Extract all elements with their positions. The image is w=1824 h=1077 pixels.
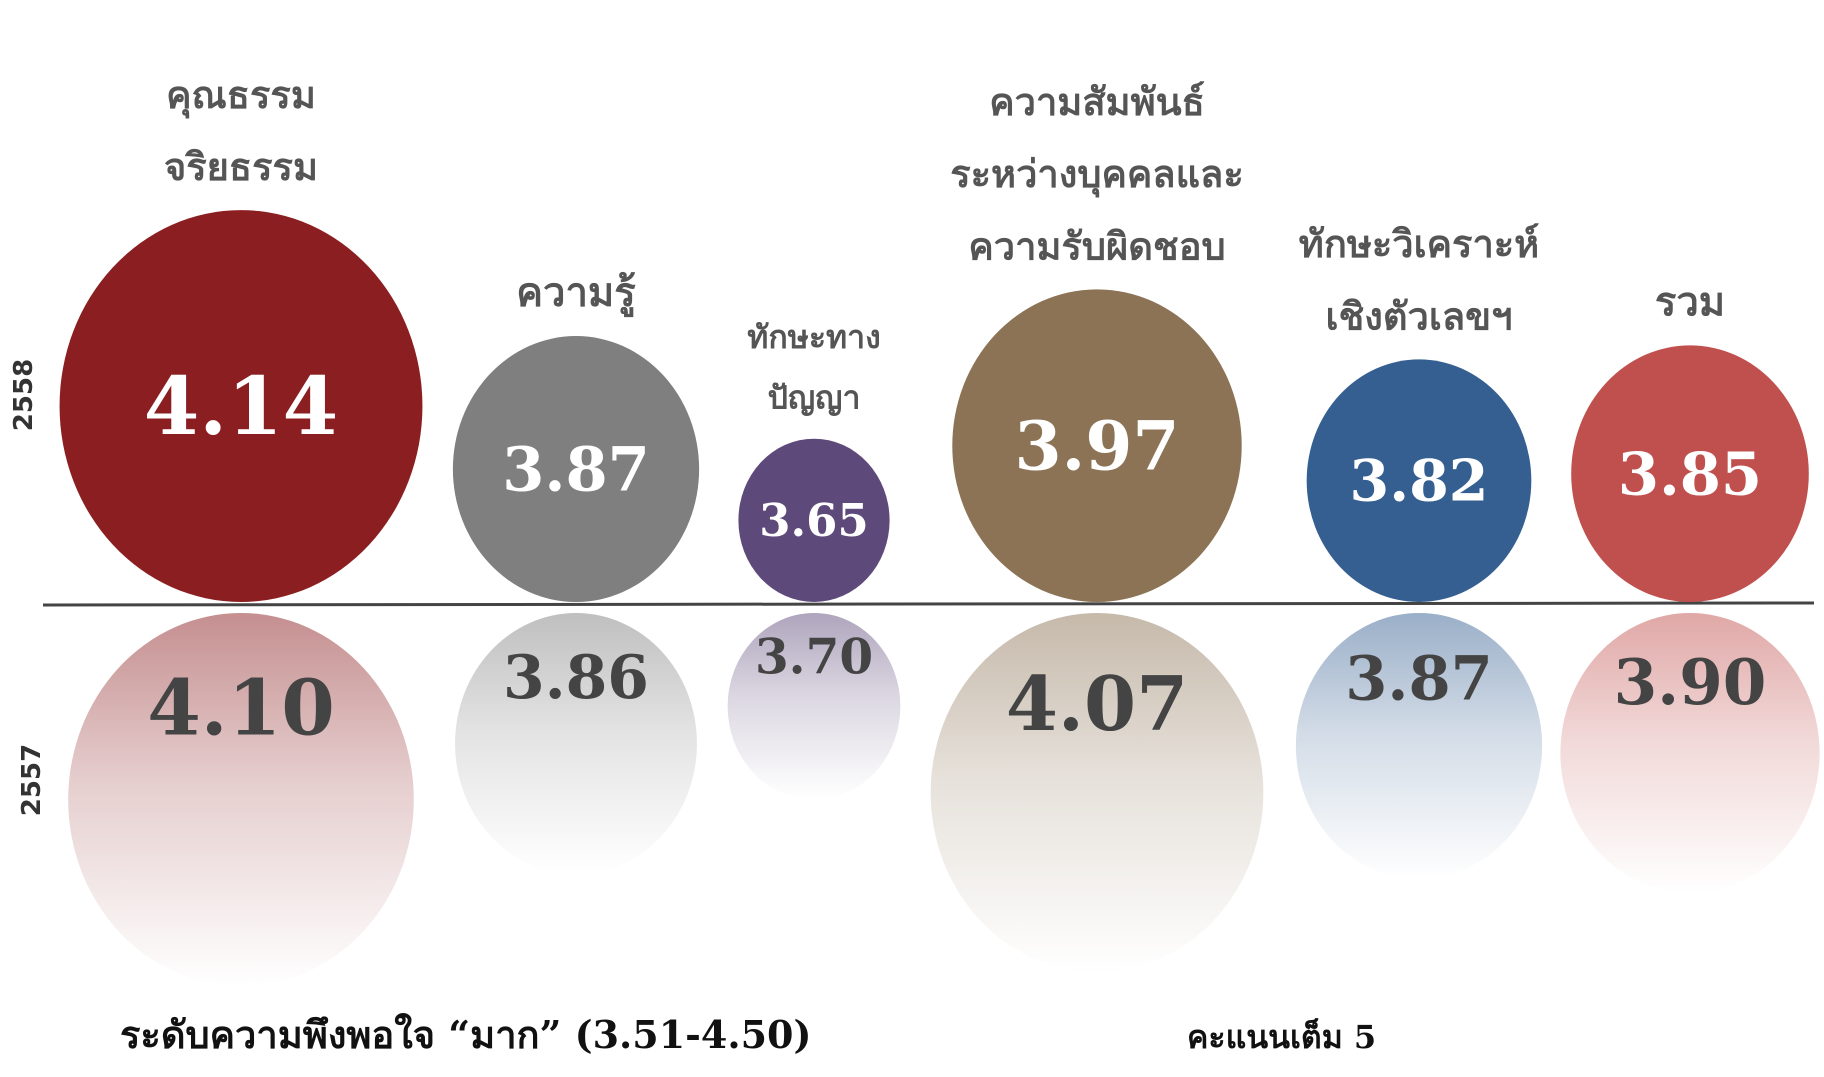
category-label: ทักษะทาง — [747, 318, 880, 356]
value-label: 3.97 — [1014, 405, 1179, 485]
category-label: ความสัมพันธ์ — [989, 80, 1205, 124]
value-label: 4.07 — [1006, 660, 1188, 748]
series-label: 2558 — [9, 359, 39, 431]
bubble — [952, 289, 1242, 602]
bubble — [1306, 359, 1532, 602]
value-label: 3.85 — [1618, 438, 1762, 508]
bubble — [1295, 613, 1543, 879]
value-label: 3.87 — [502, 434, 650, 505]
value-label: 3.90 — [1614, 645, 1767, 719]
value-label: 3.82 — [1350, 448, 1489, 515]
bubble — [455, 613, 697, 875]
bubble — [452, 336, 700, 602]
category-label: ความรู้ — [516, 270, 636, 317]
series-label: 2557 — [17, 744, 47, 816]
bubble — [930, 613, 1264, 973]
bubble — [727, 613, 901, 800]
bubble — [1560, 613, 1820, 893]
category-label: ปัญญา — [768, 379, 861, 417]
category-label: จริยธรรม — [164, 145, 318, 189]
value-label: 3.86 — [503, 643, 649, 713]
value-label: 3.87 — [1345, 643, 1493, 714]
category-label: รวม — [1655, 279, 1725, 325]
value-label: 4.10 — [147, 663, 335, 753]
value-label: 3.65 — [759, 494, 868, 547]
value-label: 3.70 — [755, 629, 873, 686]
category-label: ทักษะวิเคราะห์ — [1299, 222, 1539, 266]
category-label: คุณธรรม — [166, 73, 316, 119]
bubble — [1571, 345, 1809, 602]
baseline — [42, 601, 1815, 607]
value-label: 4.14 — [144, 359, 339, 453]
bubble — [738, 438, 890, 602]
footnote: ระดับความพึงพอใจ “มาก” (3.51-4.50) — [120, 1012, 811, 1057]
category-label: เชิงตัวเลขฯ — [1326, 294, 1513, 338]
bubble — [59, 210, 423, 602]
note: คะแนนเต็ม 5 — [1187, 1017, 1376, 1056]
bubble — [68, 613, 414, 987]
category-label: ความรับผิดชอบ — [968, 224, 1225, 268]
category-label: ระหว่างบุคคลและ — [950, 152, 1244, 198]
